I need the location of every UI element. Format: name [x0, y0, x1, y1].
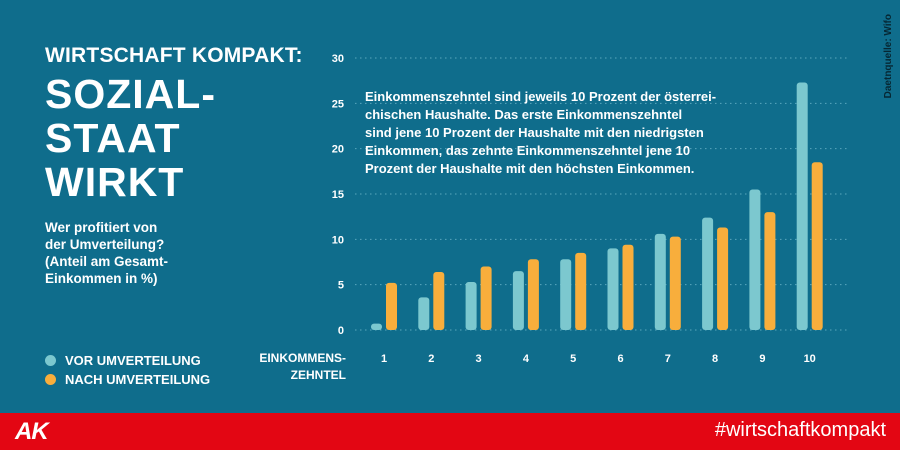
kicker-title: WIRTSCHAFT KOMPAKT: [45, 44, 303, 67]
x-tick-label: 4 [523, 353, 530, 365]
bar-before [607, 248, 619, 330]
x-tick-label: 1 [381, 353, 387, 365]
chart-panel: WIRTSCHAFT KOMPAKT: SOZIAL- STAAT WIRKT … [45, 14, 894, 389]
bar-after [480, 266, 492, 330]
y-tick-label: 25 [332, 98, 344, 110]
y-tick-label: 15 [332, 189, 344, 201]
headline-line: WIRKT [45, 159, 185, 205]
chart-annotation: Einkommenszehntel sind jeweils 10 Prozen… [365, 88, 716, 178]
annotation-line: Prozent der Haushalte mit den höchsten E… [365, 161, 695, 176]
x-tick-label: 8 [712, 353, 718, 365]
legend-swatch-after [45, 374, 56, 385]
x-tick-label: 10 [804, 353, 816, 365]
hashtag: #wirtschaftkompakt [714, 419, 886, 441]
bar-after [811, 162, 823, 330]
bar-before [702, 217, 714, 330]
annotation-line: Einkommen, das zehnte Einkommenszehntel … [365, 143, 691, 158]
annotation-line: Einkommenszehntel sind jeweils 10 Prozen… [365, 89, 717, 104]
bar-after [527, 259, 539, 330]
y-tick-label: 0 [338, 325, 344, 337]
bar-before [465, 281, 477, 330]
x-tick-label: 6 [617, 353, 623, 365]
bar-before [371, 323, 382, 330]
subtitle-line: Wer profitiert von [45, 220, 158, 235]
bar-after [575, 252, 587, 330]
subtitle-line: (Anteil am Gesamt- [45, 254, 169, 269]
chart-subtitle: Wer profitiert von der Umverteilung? (An… [45, 219, 235, 287]
x-tick-label: 5 [570, 353, 576, 365]
subtitle-line: der Umverteilung? [45, 237, 165, 252]
bar-after [717, 227, 729, 330]
x-tick-label: 9 [759, 353, 765, 365]
y-tick-label: 10 [332, 234, 344, 246]
x-axis-label: ZEHNTEL [291, 368, 346, 382]
bar-after [622, 244, 634, 330]
bar-before [560, 259, 572, 330]
headline-line: STAAT [45, 115, 181, 161]
headline: SOZIAL- STAAT WIRKT [45, 72, 216, 204]
x-axis-label: EINKOMMENS- [259, 351, 346, 365]
legend-item-after: NACH UMVERTEILUNG [45, 370, 210, 389]
bar-before [418, 297, 430, 330]
x-tick-label: 2 [428, 353, 434, 365]
bar-after [433, 271, 445, 330]
ak-logo: AK [15, 418, 49, 445]
y-tick-label: 30 [332, 53, 344, 65]
x-tick-label: 7 [665, 353, 671, 365]
bar-after [764, 212, 776, 330]
bar-before [796, 82, 808, 330]
y-tick-label: 5 [338, 280, 344, 292]
subtitle-line: Einkommen in %) [45, 271, 158, 286]
legend: VOR UMVERTEILUNG NACH UMVERTEILUNG [45, 351, 210, 389]
legend-label-before: VOR UMVERTEILUNG [65, 353, 201, 368]
bar-before [512, 271, 524, 330]
bar-before [654, 233, 666, 330]
bar-after [386, 282, 397, 330]
annotation-line: sind jene 10 Prozent der Haushalte mit d… [365, 125, 704, 140]
bar-before [749, 189, 761, 330]
footer-bar: AK #wirtschaftkompakt [0, 413, 900, 450]
annotation-line: chischen Haushalte. Das erste Einkommens… [365, 107, 683, 122]
bar-chart: 0 5 10 15 20 25 30 1 2 3 4 5 6 7 8 9 10 EINKOMMENS- ZEHNTE… [259, 53, 848, 382]
headline-line: SOZIAL- [45, 71, 216, 117]
y-tick-label: 20 [332, 144, 344, 156]
bar-after [669, 236, 681, 330]
legend-label-after: NACH UMVERTEILUNG [65, 372, 211, 387]
legend-swatch-before [45, 355, 56, 366]
legend-item-before: VOR UMVERTEILUNG [45, 351, 210, 370]
x-tick-label: 3 [476, 353, 482, 365]
